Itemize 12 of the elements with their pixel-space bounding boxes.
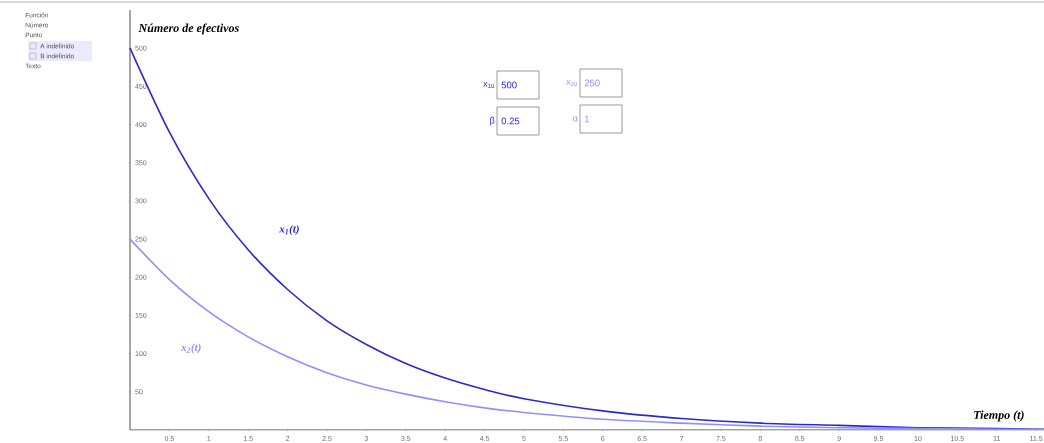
text: x$_{1}$(t) — [279, 224, 299, 235]
annotation: 250 — [584, 79, 600, 87]
annotation: 500 — [501, 81, 517, 89]
text: x$_{2}$(t) — [180, 343, 201, 354]
annotation: x$_{10}$ — [483, 82, 495, 88]
x-axis-title: Tiempo (t) — [974, 410, 1024, 422]
annotation: α — [572, 116, 578, 122]
y-axis-title: Número de efectivos — [138, 23, 239, 35]
annotation: β — [490, 116, 495, 126]
annotation: 0.25 — [501, 117, 520, 125]
annotation: 1 — [584, 115, 590, 123]
annotation: x$_{20}$ — [566, 80, 578, 86]
